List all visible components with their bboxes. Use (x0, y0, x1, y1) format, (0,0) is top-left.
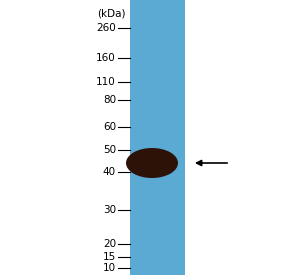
Text: 30: 30 (103, 205, 116, 215)
Text: 60: 60 (103, 122, 116, 132)
Text: 50: 50 (103, 145, 116, 155)
Text: 15: 15 (103, 252, 116, 262)
Text: 160: 160 (96, 53, 116, 63)
Text: 110: 110 (96, 77, 116, 87)
Text: 80: 80 (103, 95, 116, 105)
Ellipse shape (126, 148, 178, 178)
Text: 40: 40 (103, 167, 116, 177)
Text: (kDa): (kDa) (98, 8, 126, 18)
Text: 20: 20 (103, 239, 116, 249)
Text: 10: 10 (103, 263, 116, 273)
Text: 260: 260 (96, 23, 116, 33)
Bar (130, 0, 185, 275)
